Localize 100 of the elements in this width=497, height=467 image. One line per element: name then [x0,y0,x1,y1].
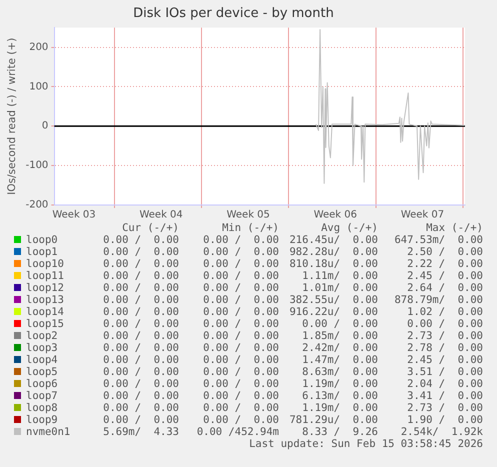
text: 0.00 / 0.00 [103,330,179,342]
text: 2.04 / 0.00 [407,378,483,390]
x-tick-label: Week 04 [139,210,183,221]
text: 0.00 / 0.00 [203,294,279,306]
text: 2.45 / 0.00 [407,354,483,366]
legend-label: loop10 [26,258,64,270]
text: 1.11m/ 0.00 [302,270,378,282]
legend-label: loop4 [26,354,58,366]
legend-label: nvme0n1 [26,426,70,438]
text: 0.00 / 0.00 [103,294,179,306]
text: 0.00 / 0.00 [203,246,279,258]
text: 0.00 / 0.00 [203,414,279,426]
text: Max (-/+) [426,222,483,234]
text: 2.64 / 0.00 [407,282,483,294]
x-tick-label: Week 05 [226,210,270,221]
legend-label: loop15 [26,318,64,330]
legend-label: loop8 [26,402,58,414]
text: 1.02 / 0.00 [407,306,483,318]
text: 0.00 /452.94m [196,426,279,438]
text: 0.00 / 0.00 [203,378,279,390]
text: 0.00 / 0.00 [103,366,179,378]
legend-label: loop14 [26,306,64,318]
legend-label: loop6 [26,378,58,390]
text: 0.00 / 0.00 [103,378,179,390]
text: 0.00 / 0.00 [302,318,378,330]
text: 0.00 / 0.00 [203,366,279,378]
text: 810.18u/ 0.00 [289,258,378,270]
text: 982.28u/ 0.00 [289,246,378,258]
legend-label: loop1 [26,246,58,258]
y-tick-label: -100 [26,160,48,172]
text: 647.53m/ 0.00 [394,234,483,246]
text: 0.00 / 0.00 [103,414,179,426]
legend-label: loop11 [26,270,64,282]
text: 382.55u/ 0.00 [289,294,378,306]
chart-title: Disk IOs per device - by month [133,6,334,22]
text: 0.00 / 0.00 [103,402,179,414]
text: Cur (-/+) [122,222,179,234]
text: 2.73 / 0.00 [407,402,483,414]
text: 0.00 / 0.00 [203,330,279,342]
legend-label: loop5 [26,366,58,378]
text: 6.13m/ 0.00 [302,390,378,402]
text: 0.00 / 0.00 [103,282,179,294]
text: 0.00 / 0.00 [203,270,279,282]
y-axis-title: IOs/second read (-) / write (+) [6,38,18,195]
text: Last update: Sun Feb 15 03:58:45 2026 [249,438,483,450]
legend-label: loop0 [26,234,58,246]
text: 2.50 / 0.00 [407,246,483,258]
text: 2.54k/ 1.92k [400,426,483,438]
y-tick-label: 0 [42,120,48,132]
text: 2.45 / 0.00 [407,270,483,282]
legend-label: loop7 [26,390,58,402]
text: 0.00 / 0.00 [103,246,179,258]
text: 0.00 / 0.00 [103,306,179,318]
legend-label: loop2 [26,330,58,342]
text: 0.00 / 0.00 [203,354,279,366]
text: 0.00 / 0.00 [203,258,279,270]
text: 0.00 / 0.00 [203,234,279,246]
text: 1.01m/ 0.00 [302,282,378,294]
text: 8.33 / 9.26 [302,426,378,438]
text: Min (-/+) [222,222,279,234]
x-tick-label: Week 03 [52,210,96,221]
text: 2.78 / 0.00 [407,342,483,354]
text: 0.00 / 0.00 [203,390,279,402]
text: 3.51 / 0.00 [407,366,483,378]
text: 2.42m/ 0.00 [302,342,378,354]
text: 0.00 / 0.00 [103,234,179,246]
text: 8.63m/ 0.00 [302,366,378,378]
x-tick-label: Week 07 [400,210,444,221]
text: 0.00 / 0.00 [103,354,179,366]
text: 3.41 / 0.00 [407,390,483,402]
text: 5.69m/ 4.33 [103,426,179,438]
text: 1.90 / 0.00 [407,414,483,426]
text: 216.45u/ 0.00 [289,234,378,246]
text: 0.00 / 0.00 [203,282,279,294]
y-tick-label: -200 [26,200,48,211]
text: 0.00 / 0.00 [103,318,179,330]
text: 0.00 / 0.00 [203,306,279,318]
legend-label: loop3 [26,342,58,354]
legend-label: loop12 [26,282,64,294]
text: 0.00 / 0.00 [103,270,179,282]
legend-label: loop9 [26,414,58,426]
text: 1.19m/ 0.00 [302,402,378,414]
text: 0.00 / 0.00 [407,318,483,330]
text: 0.00 / 0.00 [103,390,179,402]
text: 0.00 / 0.00 [203,342,279,354]
text: 2.22 / 0.00 [407,258,483,270]
text: 1.47m/ 0.00 [302,354,378,366]
legend-label: loop13 [26,294,64,306]
text: 0.00 / 0.00 [103,258,179,270]
y-tick-label: 100 [29,81,48,92]
x-tick-label: Week 06 [314,210,358,221]
text: 0.00 / 0.00 [103,342,179,354]
text: 878.79m/ 0.00 [394,294,483,306]
y-tick-label: 200 [29,42,48,53]
text: 916.22u/ 0.00 [289,306,378,318]
text: 0.00 / 0.00 [203,318,279,330]
text: 1.19m/ 0.00 [302,378,378,390]
text: Avg (-/+) [321,222,378,234]
text: 2.73 / 0.00 [407,330,483,342]
text: 781.29u/ 0.00 [289,414,378,426]
